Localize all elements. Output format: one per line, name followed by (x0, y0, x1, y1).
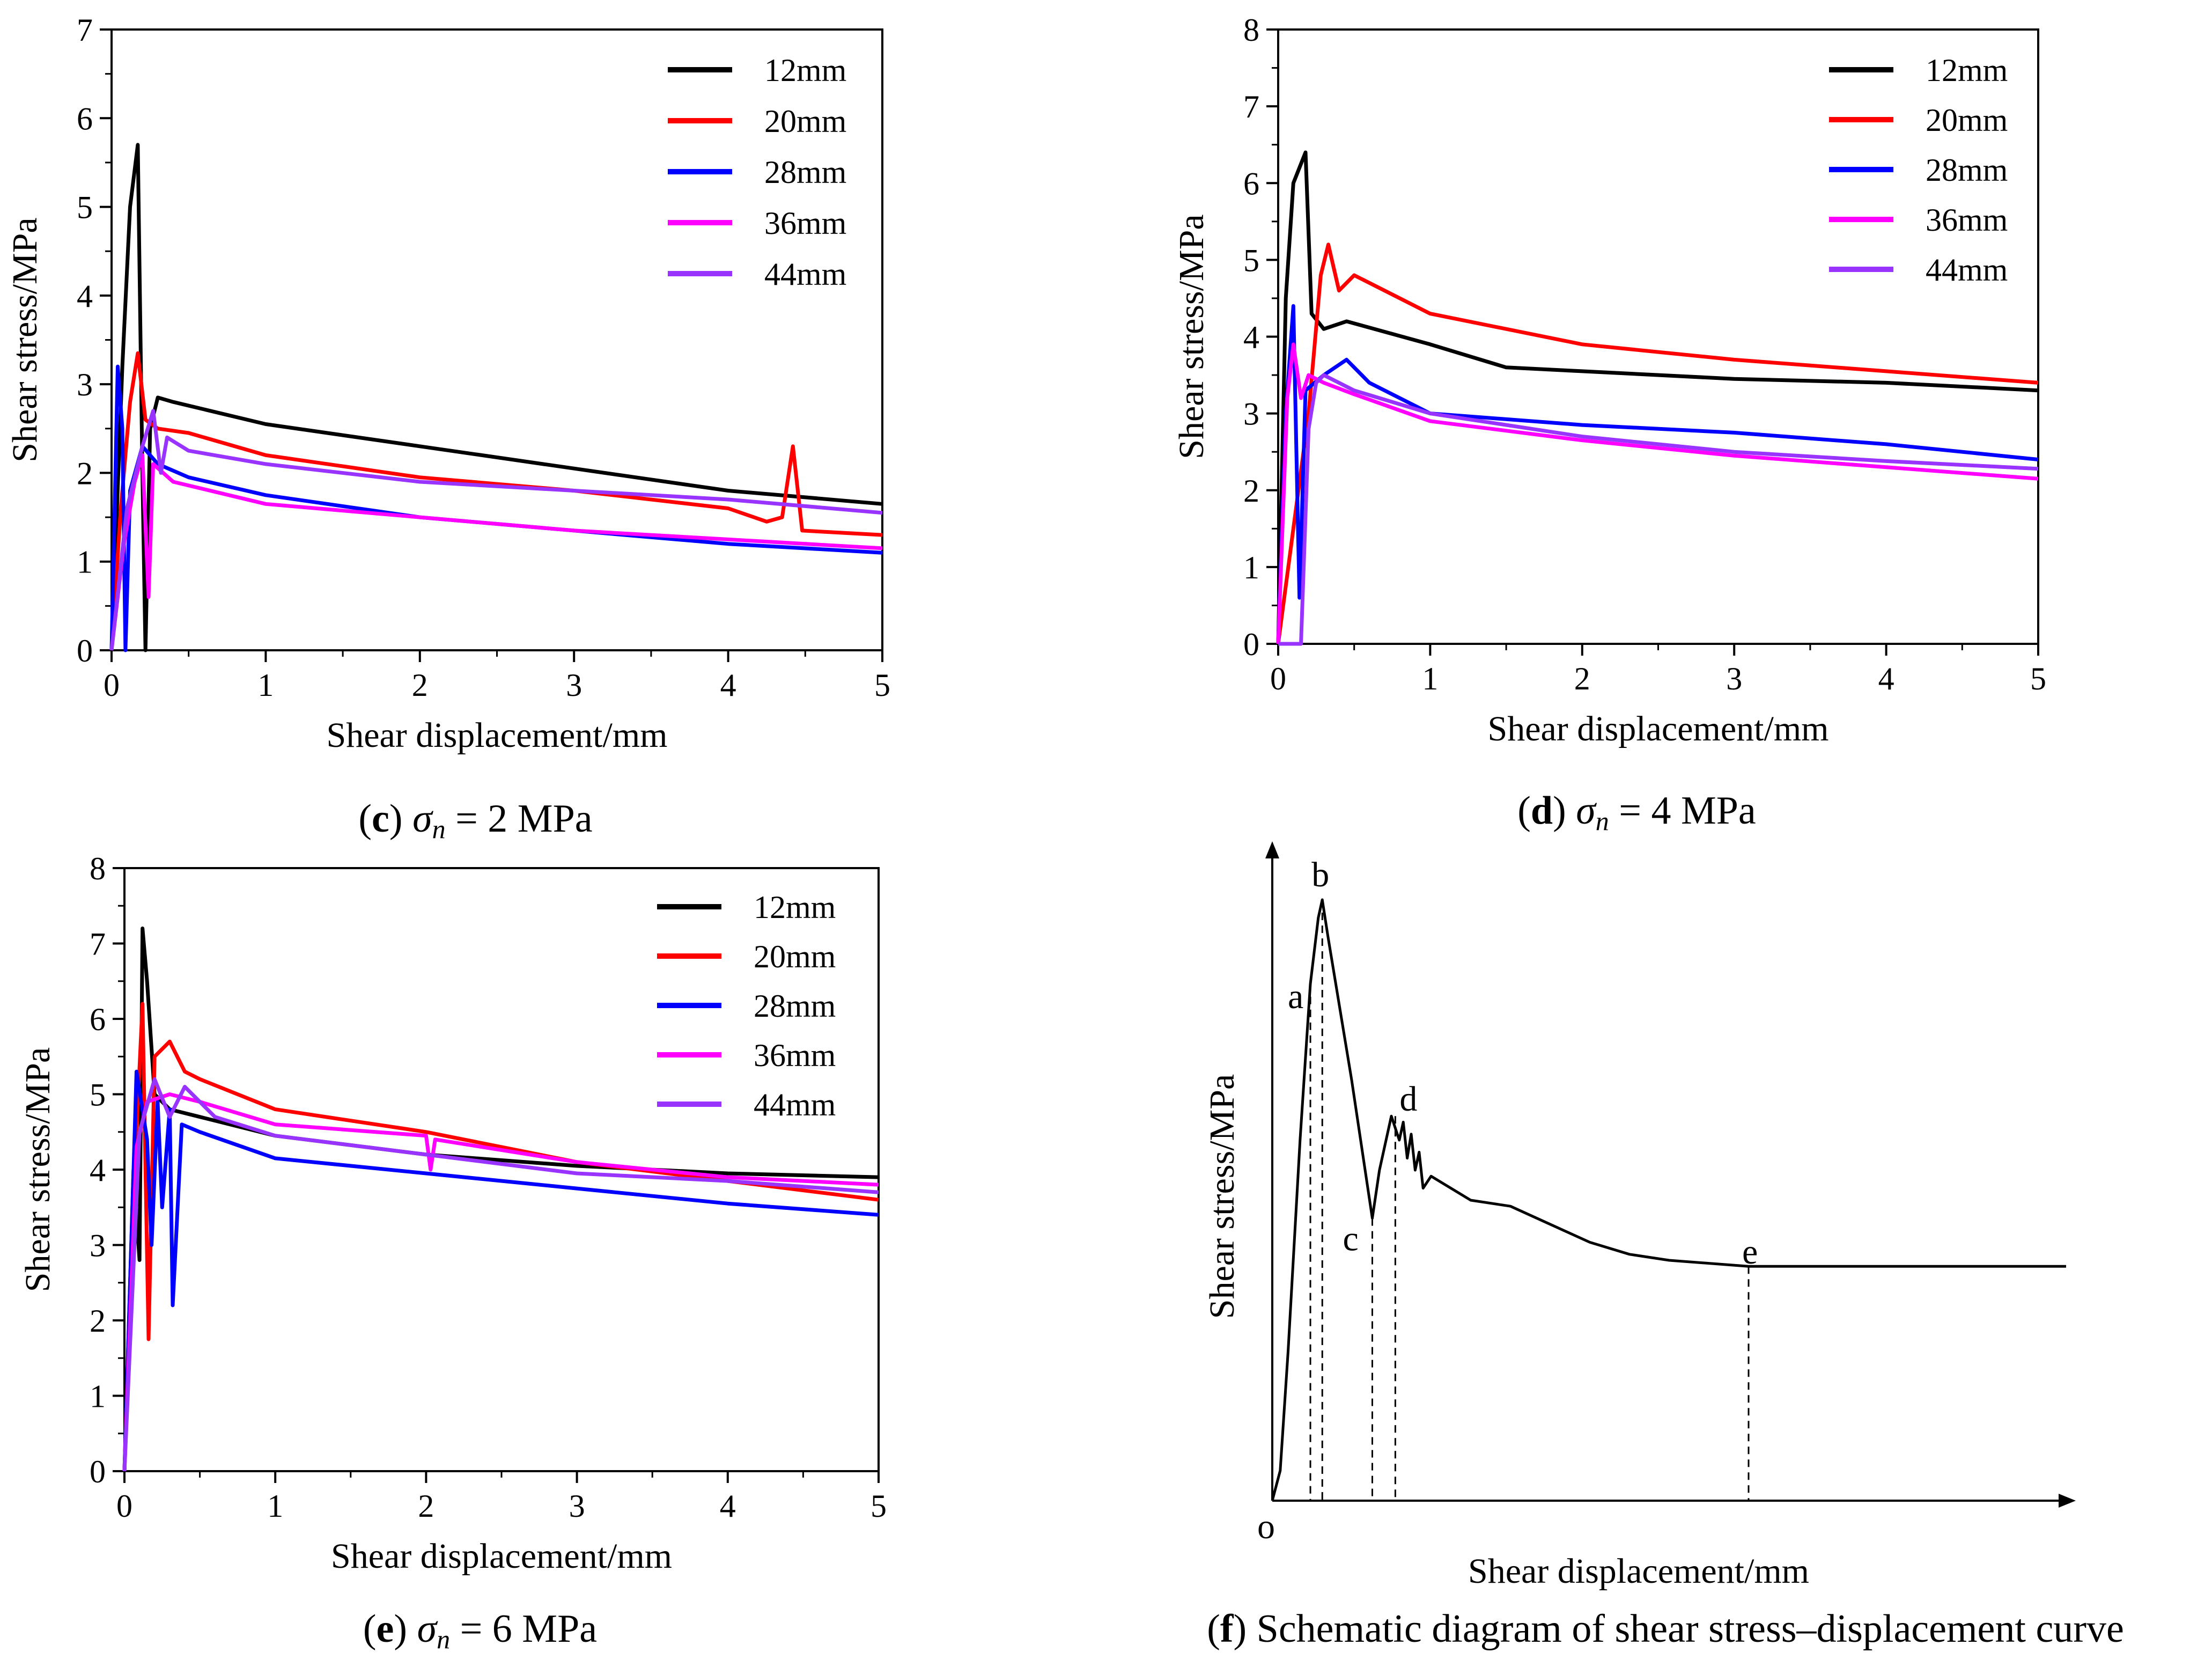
series-line-28mm (109, 364, 883, 652)
legend-label-44mm: 44mm (1926, 252, 2008, 288)
x-axis-label: Shear displacement/mm (327, 716, 668, 755)
x-tick-label: 5 (874, 667, 890, 703)
point-label-a: a (1288, 977, 1303, 1016)
x-axis-label: Shear displacement/mm (331, 1537, 672, 1576)
legend-label-12mm: 12mm (754, 890, 836, 925)
x-tick-label: 5 (2030, 661, 2046, 696)
legend-label-28mm: 28mm (1926, 152, 2008, 188)
y-axis-label: Shear stress/MPa (1172, 214, 1211, 459)
y-tick-label: 4 (90, 1152, 106, 1188)
x-axis-label: Shear displacement/mm (1468, 1552, 1809, 1591)
x-tick-label: 0 (104, 667, 120, 703)
x-tick-label: 1 (1422, 661, 1438, 696)
legend-label-28mm: 28mm (754, 988, 836, 1024)
x-tick-label: 0 (1270, 661, 1286, 696)
schematic-panel-f: a b c d e o Shear displacement/mm Shear stress/… (1203, 841, 2124, 1651)
point-label-d: d (1399, 1079, 1417, 1119)
legend-label-44mm: 44mm (754, 1087, 836, 1122)
plot-frame (1277, 28, 2039, 645)
legend-label-36mm: 36mm (764, 205, 846, 241)
y-axis-label: Shear stress/MPa (18, 1047, 57, 1292)
series-line-20mm (122, 1002, 879, 1472)
series-line-28mm (1276, 304, 2039, 644)
y-tick-label: 6 (90, 1002, 106, 1037)
panel-caption: (c) σn = 2 MPa (358, 797, 592, 844)
y-tick-label: 1 (1243, 550, 1259, 585)
x-tick-label: 3 (566, 667, 582, 703)
y-tick-label: 3 (77, 367, 93, 402)
x-tick-label: 2 (1574, 661, 1590, 696)
legend-label-28mm: 28mm (764, 155, 846, 190)
y-tick-label: 3 (90, 1228, 106, 1264)
x-tick-label: 4 (1878, 661, 1894, 696)
y-tick-label: 5 (1243, 243, 1259, 278)
y-tick-label: 6 (77, 101, 93, 136)
y-tick-label: 7 (77, 12, 93, 48)
y-tick-label: 0 (1243, 627, 1259, 662)
y-tick-label: 5 (90, 1077, 106, 1113)
point-label-e: e (1742, 1232, 1758, 1272)
y-axis-arrow (1265, 841, 1279, 858)
x-tick-label: 2 (412, 667, 428, 703)
legend-label-12mm: 12mm (1926, 53, 2008, 88)
panel-caption: (e) σn = 6 MPa (363, 1607, 597, 1654)
x-tick-label: 2 (418, 1488, 434, 1524)
x-tick-label: 4 (720, 667, 736, 703)
y-tick-label: 0 (90, 1454, 106, 1489)
y-tick-label: 6 (1243, 166, 1259, 201)
y-tick-label: 2 (77, 456, 93, 491)
legend-label-20mm: 20mm (764, 104, 846, 139)
legend-label-20mm: 20mm (754, 939, 836, 974)
origin-label: o (1257, 1507, 1275, 1546)
point-label-c: c (1343, 1220, 1358, 1259)
x-tick-label: 5 (871, 1488, 887, 1524)
legend-label-44mm: 44mm (764, 256, 846, 292)
y-tick-label: 3 (1243, 396, 1259, 432)
series-line-44mm (109, 409, 883, 651)
y-tick-label: 7 (90, 927, 106, 962)
legend-label-12mm: 12mm (764, 53, 846, 88)
panel-caption: (f) Schematic diagram of shear stress–di… (1207, 1607, 2124, 1651)
series-line-36mm (122, 1092, 879, 1472)
y-tick-label: 1 (77, 545, 93, 580)
y-tick-label: 5 (77, 190, 93, 225)
x-tick-label: 0 (116, 1488, 132, 1524)
x-tick-label: 4 (720, 1488, 736, 1524)
x-tick-label: 3 (1726, 661, 1742, 696)
panel-caption: (d) σn = 4 MPa (1517, 789, 1756, 836)
y-tick-label: 0 (77, 633, 93, 669)
y-tick-label: 1 (90, 1379, 106, 1414)
x-axis-arrow (2059, 1494, 2076, 1508)
x-axis-label: Shear displacement/mm (1488, 709, 1829, 748)
y-tick-label: 4 (77, 278, 93, 314)
y-tick-label: 8 (90, 851, 106, 886)
y-tick-label: 4 (1243, 320, 1259, 355)
legend-label-36mm: 36mm (1926, 202, 2008, 238)
series-line-44mm (1278, 373, 2039, 646)
legend-label-36mm: 36mm (754, 1038, 836, 1073)
chart-panel-e: 0 1 2 3 4 5 0 1 2 3 4 5 6 7 8 Shear displacement/mm Shea… (18, 851, 887, 1654)
y-tick-label: 2 (90, 1303, 106, 1339)
x-tick-label: 3 (569, 1488, 585, 1524)
series-line-20mm (109, 351, 883, 651)
legend-label-20mm: 20mm (1926, 102, 2008, 138)
y-axis-label: Shear stress/MPa (1203, 1074, 1242, 1319)
chart-panel-c: 0 1 2 3 4 5 0 1 2 3 4 5 6 7 Shear displacement/mm Shear… (5, 12, 890, 844)
series-line-12mm (1276, 150, 2039, 644)
series-line-36mm (1276, 342, 2039, 644)
x-tick-label: 1 (267, 1488, 283, 1524)
series-line-44mm (122, 1077, 879, 1472)
chart-panel-d: 0 1 2 3 4 5 0 1 2 3 4 5 6 7 8 Shear displacement/mm Shea… (1172, 12, 2046, 836)
y-tick-label: 7 (1243, 89, 1259, 124)
y-axis-label: Shear stress/MPa (5, 217, 45, 462)
y-tick-label: 2 (1243, 473, 1259, 509)
x-tick-label: 1 (257, 667, 274, 703)
series-line-28mm (122, 1069, 879, 1472)
schematic-curve (1271, 898, 2066, 1501)
y-tick-label: 8 (1243, 12, 1259, 48)
point-label-b: b (1311, 855, 1329, 894)
